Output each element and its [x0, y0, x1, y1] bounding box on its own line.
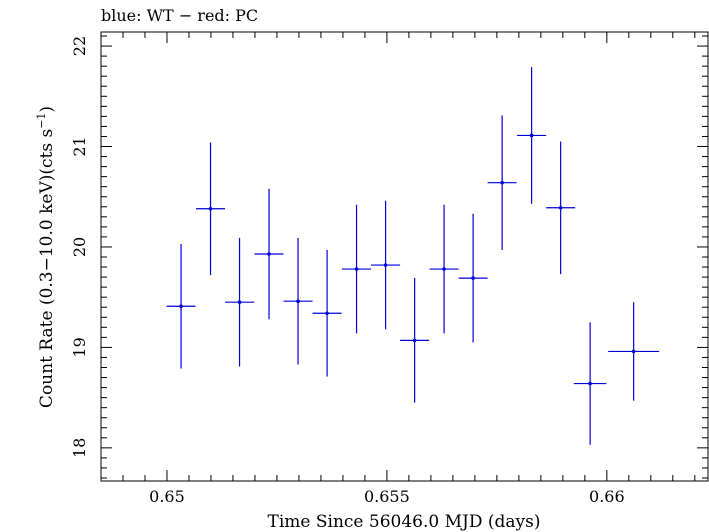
y-tick-label: 18 — [70, 438, 89, 458]
y-tick-label: 19 — [70, 337, 89, 357]
y-tick-label: 20 — [70, 237, 89, 257]
data-point — [166, 243, 196, 369]
point-marker — [383, 263, 388, 267]
point-marker — [267, 252, 271, 256]
data-point — [517, 67, 547, 204]
point-marker — [208, 206, 213, 211]
point-marker — [631, 349, 636, 354]
point-marker — [442, 267, 446, 271]
x-tick-label: 0.655 — [364, 487, 410, 506]
data-point — [608, 302, 660, 401]
point-marker — [237, 300, 242, 305]
data-point — [429, 204, 459, 334]
data-point — [254, 188, 284, 320]
point-marker — [500, 180, 504, 185]
data-points — [166, 67, 660, 445]
y-axis-label: Count Rate (0.3−10.0 keV)(cts s−1) — [35, 106, 57, 408]
point-marker — [296, 299, 300, 303]
data-point — [342, 204, 372, 334]
x-tick-label: 0.66 — [589, 487, 625, 506]
data-point — [400, 278, 430, 403]
y-axis-label-exponent: −1 — [35, 113, 48, 129]
data-point — [573, 322, 607, 445]
data-point — [312, 249, 342, 377]
data-point — [458, 213, 488, 343]
axis-tick-labels: 0.65 0.655 0.66 18 19 20 21 22 — [70, 36, 625, 506]
point-marker — [588, 381, 592, 386]
x-tick-label: 0.65 — [149, 487, 185, 506]
plot-frame — [100, 31, 709, 482]
point-marker — [471, 276, 475, 280]
data-point — [196, 142, 226, 276]
y-tick-label: 22 — [70, 36, 89, 56]
y-tick-label: 21 — [70, 136, 89, 156]
chart-title: blue: WT − red: PC — [101, 6, 258, 25]
data-point — [225, 237, 255, 367]
y-axis-label-end: ) — [37, 106, 57, 113]
point-marker — [558, 205, 563, 210]
point-marker — [529, 133, 534, 138]
point-marker — [179, 304, 183, 309]
point-marker — [325, 311, 329, 316]
data-point — [283, 237, 313, 365]
x-axis-label: Time Since 56046.0 MJD (days) — [268, 512, 541, 532]
data-point — [487, 115, 517, 250]
y-axis-label-main: Count Rate (0.3−10.0 keV)(cts s — [37, 129, 57, 408]
axis-ticks — [100, 32, 708, 481]
data-point — [371, 200, 401, 330]
point-marker — [412, 338, 417, 343]
point-marker — [354, 267, 359, 271]
data-point — [546, 141, 576, 275]
